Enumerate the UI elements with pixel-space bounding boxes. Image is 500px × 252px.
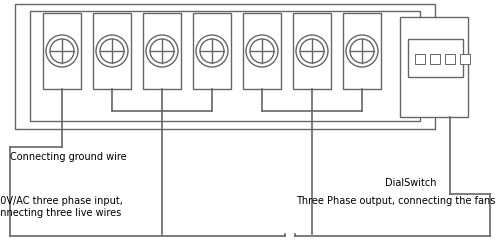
Bar <box>143 14 181 90</box>
Bar <box>430 55 440 65</box>
Bar <box>30 12 420 121</box>
Bar <box>293 14 331 90</box>
Bar <box>93 14 131 90</box>
Circle shape <box>246 36 278 68</box>
Bar <box>243 14 281 90</box>
Circle shape <box>346 36 378 68</box>
Bar <box>445 55 455 65</box>
Circle shape <box>200 40 224 64</box>
Bar <box>43 14 81 90</box>
Circle shape <box>250 40 274 64</box>
Circle shape <box>96 36 128 68</box>
Bar <box>415 55 425 65</box>
Circle shape <box>46 36 78 68</box>
Circle shape <box>300 40 324 64</box>
Circle shape <box>296 36 328 68</box>
Bar <box>460 55 470 65</box>
Bar <box>400 18 468 117</box>
Circle shape <box>150 40 174 64</box>
Bar <box>343 14 381 90</box>
Bar <box>408 40 463 78</box>
Bar <box>193 14 231 90</box>
Text: Three Phase output, connecting the fans: Three Phase output, connecting the fans <box>296 195 496 205</box>
Circle shape <box>350 40 374 64</box>
Circle shape <box>146 36 178 68</box>
Text: Connecting ground wire: Connecting ground wire <box>10 151 126 161</box>
Text: 380V/AC three phase input,
connecting three live wires: 380V/AC three phase input, connecting th… <box>0 195 122 217</box>
Circle shape <box>100 40 124 64</box>
Circle shape <box>196 36 228 68</box>
Circle shape <box>50 40 74 64</box>
Text: DialSwitch: DialSwitch <box>385 177 436 187</box>
Bar <box>15 5 435 130</box>
